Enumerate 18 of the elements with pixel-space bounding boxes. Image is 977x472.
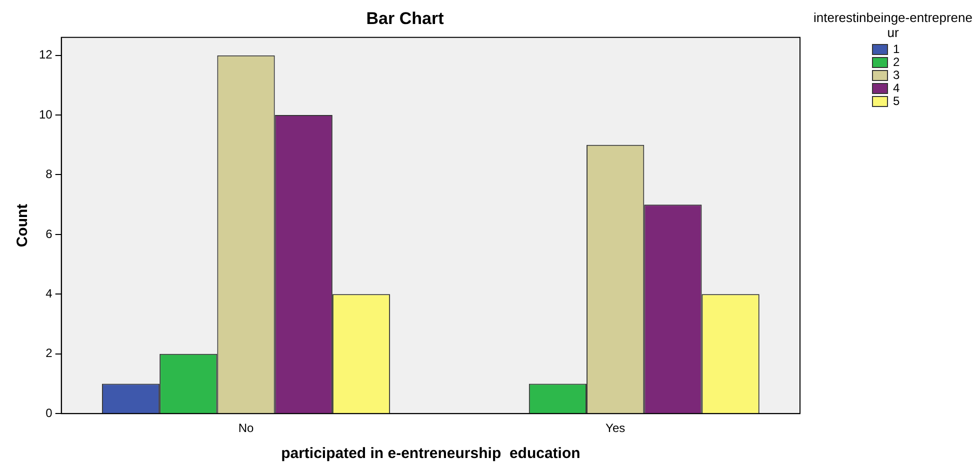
legend-label: 1 [893,42,900,56]
x-axis-title: participated in e-entreneurship education [281,445,580,462]
legend-label: 2 [893,55,900,69]
y-tick-label: 12 [38,48,53,62]
legend-label: 4 [893,81,900,95]
y-tick-label: 0 [46,406,53,420]
x-tick-label: No [238,421,254,436]
y-axis-title: Count [14,204,32,248]
legend-title: interestinbeinge-entrepreneur [812,10,974,40]
y-tick-label: 6 [46,226,53,241]
y-tick-label: 10 [38,107,53,122]
y-tick-label: 8 [46,167,53,182]
y-tick-label: 4 [46,286,53,300]
legend-label: 5 [893,94,900,108]
legend-label: 3 [893,68,900,82]
chart-title: Bar Chart [366,8,444,28]
x-tick-label: Yes [606,421,626,436]
y-tick-label: 2 [46,346,53,360]
